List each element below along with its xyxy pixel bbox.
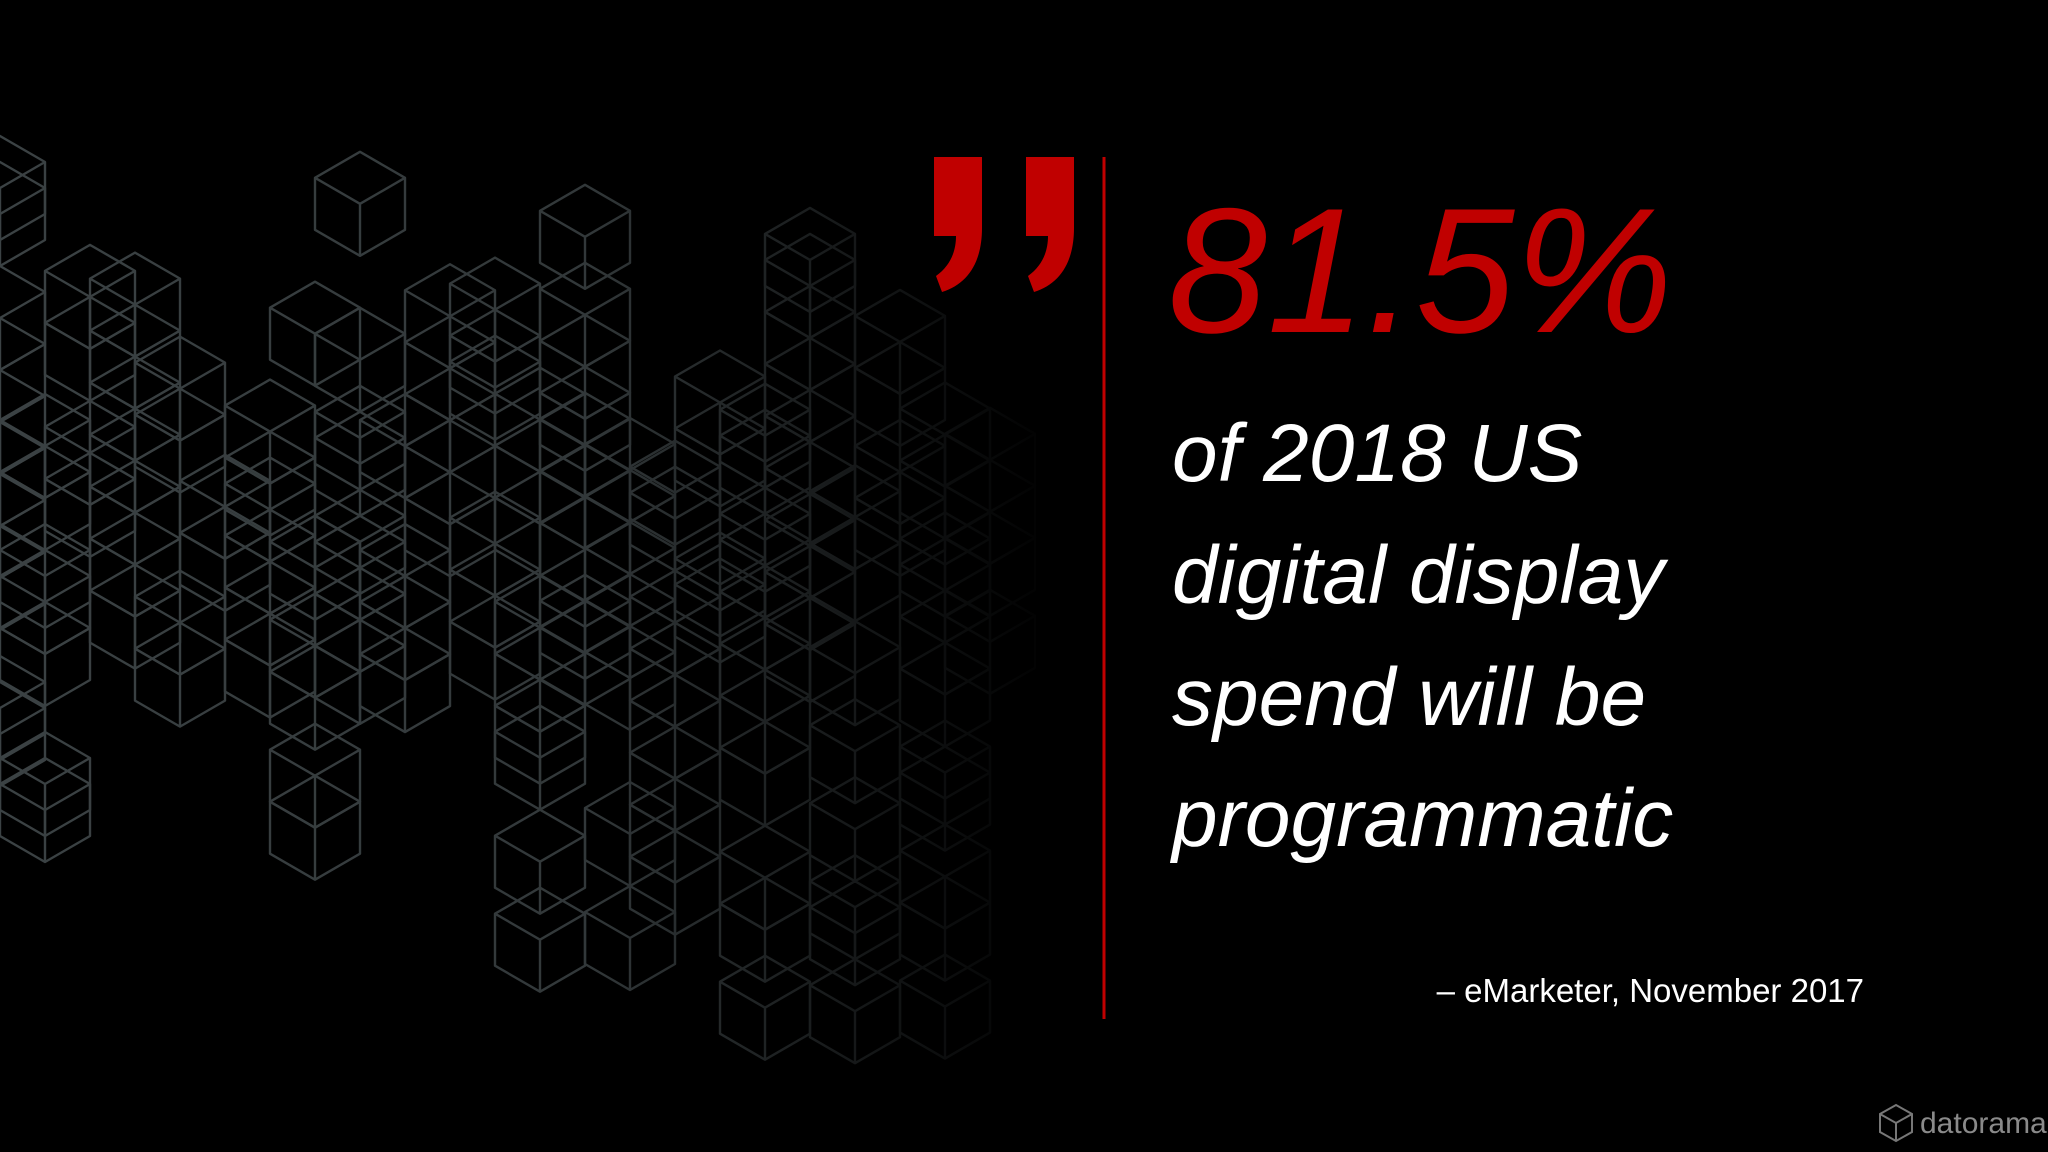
quote-mark-left bbox=[934, 157, 982, 292]
cube bbox=[313, 150, 407, 258]
cube bbox=[943, 588, 1037, 696]
cube bbox=[0, 524, 47, 632]
cube bbox=[0, 368, 47, 476]
cube bbox=[898, 953, 992, 1060]
cube bbox=[0, 756, 92, 864]
quote-line: digital display bbox=[1172, 530, 1669, 621]
cube bbox=[268, 774, 362, 881]
quote-line: programmatic bbox=[1169, 773, 1673, 864]
cube bbox=[0, 160, 47, 268]
logo: datorama bbox=[1920, 1107, 2047, 1140]
quote-line: spend will be bbox=[1172, 652, 1646, 743]
quote-mark bbox=[934, 157, 1074, 292]
cube bbox=[718, 954, 812, 1061]
cube bbox=[0, 680, 47, 788]
quote-mark-right bbox=[1026, 157, 1074, 292]
cube bbox=[0, 134, 47, 242]
quote-line: of 2018 US bbox=[1172, 408, 1582, 499]
cube-pattern bbox=[0, 134, 1037, 1065]
stat: 81.5% bbox=[1168, 171, 1673, 370]
attribution: – eMarketer, November 2017 bbox=[1437, 972, 1864, 1009]
logo-icon bbox=[1879, 1103, 1913, 1143]
